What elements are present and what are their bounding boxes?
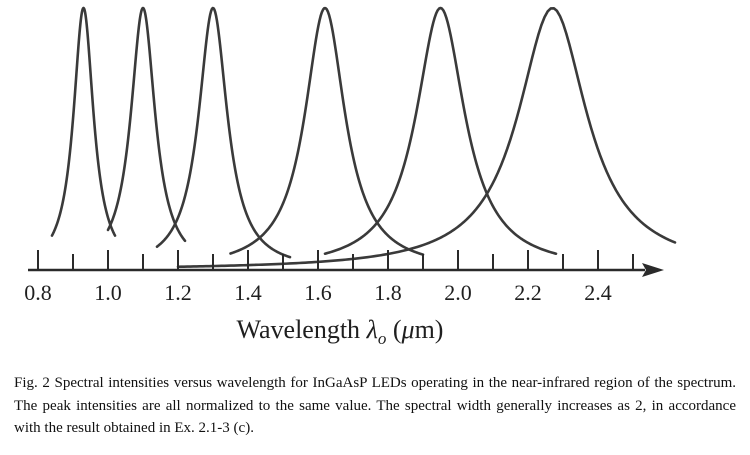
x-tick-label: 0.8: [24, 280, 52, 305]
x-axis-title-unit-mu: μ: [401, 315, 415, 344]
x-tick-label: 1.8: [374, 280, 402, 305]
spectrum-curve-4: [229, 6, 425, 256]
x-tick-label: 2.0: [444, 280, 472, 305]
x-tick-labels: 0.8 1.0 1.2 1.4 1.6 1.8 2.0 2.2 2.4: [24, 280, 612, 305]
spectrum-curve-1: [50, 6, 117, 237]
x-tick-label: 1.4: [234, 280, 262, 305]
x-axis-title-main: Wavelength: [237, 315, 367, 344]
x-axis-title: Wavelength λo (μm): [237, 315, 444, 348]
x-tick-label: 2.2: [514, 280, 542, 305]
spectrum-curve-5: [323, 6, 558, 255]
x-axis-title-unit-rest: m): [415, 315, 444, 344]
spectrum-curve-2: [106, 6, 187, 243]
figure-caption: Fig. 2 Spectral intensities versus wavel…: [14, 375, 736, 436]
x-tick-label: 2.4: [584, 280, 612, 305]
x-axis-title-subscript: o: [378, 329, 387, 348]
x-tick-label: 1.0: [94, 280, 122, 305]
spectral-intensity-chart: 0.8 1.0 1.2 1.4 1.6 1.8 2.0 2.2 2.4 Wavelength λ…: [24, 6, 677, 348]
spectrum-curve-3: [155, 6, 292, 259]
x-tick-label: 1.2: [164, 280, 192, 305]
x-axis-ticks: [37, 250, 634, 270]
x-axis-arrowhead: [642, 263, 664, 277]
spectrum-curve-6: [176, 6, 677, 269]
spectrum-curves: [50, 6, 677, 269]
x-tick-label: 1.6: [304, 280, 332, 305]
x-axis-title-symbol: λ: [366, 315, 378, 344]
x-axis-title-unit-open: (: [386, 315, 401, 344]
